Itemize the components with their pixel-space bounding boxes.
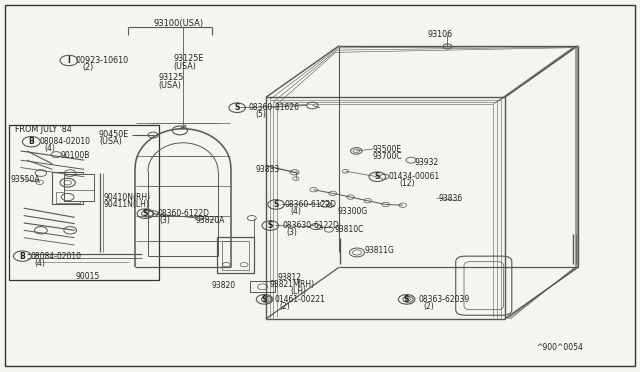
Text: (LH): (LH) <box>290 287 306 296</box>
Text: 93833: 93833 <box>255 165 279 174</box>
Text: 93820: 93820 <box>212 281 236 290</box>
Bar <box>56 192 80 203</box>
Text: S: S <box>262 295 268 304</box>
Text: ^900^0054: ^900^0054 <box>537 343 584 352</box>
Text: S: S <box>374 172 380 181</box>
Text: 93106: 93106 <box>427 30 452 39</box>
Text: 93821M: 93821M <box>269 280 300 289</box>
Text: 08363-62039: 08363-62039 <box>419 295 470 304</box>
Bar <box>64 174 95 201</box>
Text: (USA): (USA) <box>173 61 196 71</box>
Text: 93500E: 93500E <box>373 145 402 154</box>
Text: 93125: 93125 <box>159 73 184 82</box>
Bar <box>217 237 253 273</box>
Text: 08360-81626: 08360-81626 <box>248 103 300 112</box>
Text: 93812: 93812 <box>277 273 301 282</box>
Text: 01434-00061: 01434-00061 <box>388 172 440 181</box>
FancyBboxPatch shape <box>464 262 504 310</box>
Text: 083630-6122D: 083630-6122D <box>282 221 339 230</box>
Text: 93125E: 93125E <box>173 54 204 63</box>
Text: I: I <box>67 56 70 65</box>
Text: 93100(USA): 93100(USA) <box>154 19 204 28</box>
Text: (3): (3) <box>287 228 298 237</box>
Text: S: S <box>234 103 240 112</box>
Text: 08084-02010: 08084-02010 <box>30 251 81 261</box>
Text: 93932: 93932 <box>414 157 438 167</box>
Text: 93820A: 93820A <box>195 216 225 225</box>
Text: (2): (2) <box>280 302 291 311</box>
Text: 01461-00221: 01461-00221 <box>274 295 325 304</box>
Text: 08084-02010: 08084-02010 <box>40 137 91 146</box>
Text: S: S <box>268 221 273 230</box>
Text: 90015: 90015 <box>76 272 100 281</box>
Text: (4): (4) <box>45 144 56 153</box>
Text: S: S <box>143 209 148 218</box>
Bar <box>52 172 83 205</box>
Text: (4): (4) <box>35 259 45 268</box>
Text: B: B <box>20 251 26 261</box>
Text: (5): (5) <box>255 110 266 119</box>
Text: 90450E: 90450E <box>99 130 129 139</box>
Text: (USA): (USA) <box>99 137 122 146</box>
Text: (2): (2) <box>83 63 93 72</box>
Bar <box>250 281 275 292</box>
Bar <box>9 125 159 280</box>
Text: (2): (2) <box>423 302 434 311</box>
Text: (4): (4) <box>290 206 301 216</box>
Text: 90411N(LH): 90411N(LH) <box>103 200 149 209</box>
Text: 93810C: 93810C <box>334 225 364 234</box>
Text: 93811G: 93811G <box>365 246 394 255</box>
Text: 93300G: 93300G <box>337 206 367 216</box>
Text: 93836: 93836 <box>438 194 463 203</box>
Text: B: B <box>28 137 34 146</box>
Text: 08360-6122D: 08360-6122D <box>157 209 209 218</box>
Text: 90410N(RH): 90410N(RH) <box>103 193 150 202</box>
Text: 93550A: 93550A <box>11 175 40 184</box>
Text: 93700C: 93700C <box>373 152 403 161</box>
FancyBboxPatch shape <box>456 256 512 315</box>
Text: (3): (3) <box>159 216 170 225</box>
Text: (RH): (RH) <box>298 280 315 289</box>
Text: (USA): (USA) <box>159 81 182 90</box>
Text: FROM JULY '84: FROM JULY '84 <box>15 125 72 134</box>
Text: S: S <box>273 200 278 209</box>
Text: 08360-6122D: 08360-6122D <box>284 200 336 209</box>
Text: 00923-10610: 00923-10610 <box>76 56 129 65</box>
Text: (12): (12) <box>399 179 415 188</box>
Text: 90100B: 90100B <box>61 151 90 160</box>
Text: S: S <box>404 295 410 304</box>
